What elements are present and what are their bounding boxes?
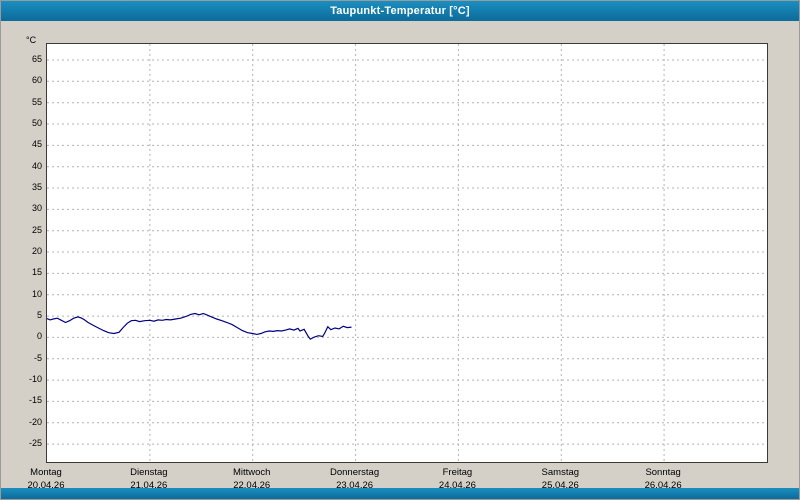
x-date-label: 25.04.26 [541,480,579,491]
y-tick-label: -20 [28,416,42,427]
y-tick-label: 60 [31,75,42,86]
x-day-label: Montag [30,467,62,478]
x-date-label: 23.04.26 [336,480,374,491]
y-tick-label: 20 [31,246,42,257]
y-axis-unit: °C [26,35,37,45]
x-day-label: Dienstag [130,467,168,478]
x-day-label: Samstag [541,467,580,478]
bottom-bar [1,488,799,499]
x-date-label: 21.04.26 [130,480,168,491]
x-date-label: 24.04.26 [438,480,476,491]
y-tick-label: -15 [28,395,42,406]
y-tick-label: -5 [33,352,42,363]
x-day-label: Mittwoch [232,467,271,478]
y-tick-label: 0 [36,331,42,342]
x-date-label: 20.04.26 [27,480,65,491]
y-tick-label: 25 [31,224,42,235]
x-day-label: Freitag [442,467,473,478]
y-tick-label: -10 [28,374,42,385]
y-tick-label: -25 [28,438,42,449]
y-tick-label: 30 [31,203,42,214]
y-tick-label: 45 [31,139,42,150]
chart-canvas [47,44,767,462]
x-date-label: 22.04.26 [233,480,271,491]
x-day-label: Sonntag [645,467,681,478]
page-title: Taupunkt-Temperatur [°C] [330,5,470,17]
x-date-label: 26.04.26 [644,480,682,491]
series-line-taupunkt [47,312,352,340]
y-tick-label: 40 [31,160,42,171]
plot-area [46,43,768,463]
y-tick-label: 10 [31,288,42,299]
title-bar: Taupunkt-Temperatur [°C] [1,1,799,21]
y-tick-label: 65 [31,54,42,64]
y-tick-label: 50 [31,118,42,128]
x-day-label: Donnerstag [330,467,380,478]
y-tick-label: 5 [36,310,42,321]
y-tick-label: 35 [31,182,42,193]
y-tick-label: 15 [31,267,42,278]
y-tick-label: 55 [31,96,42,107]
